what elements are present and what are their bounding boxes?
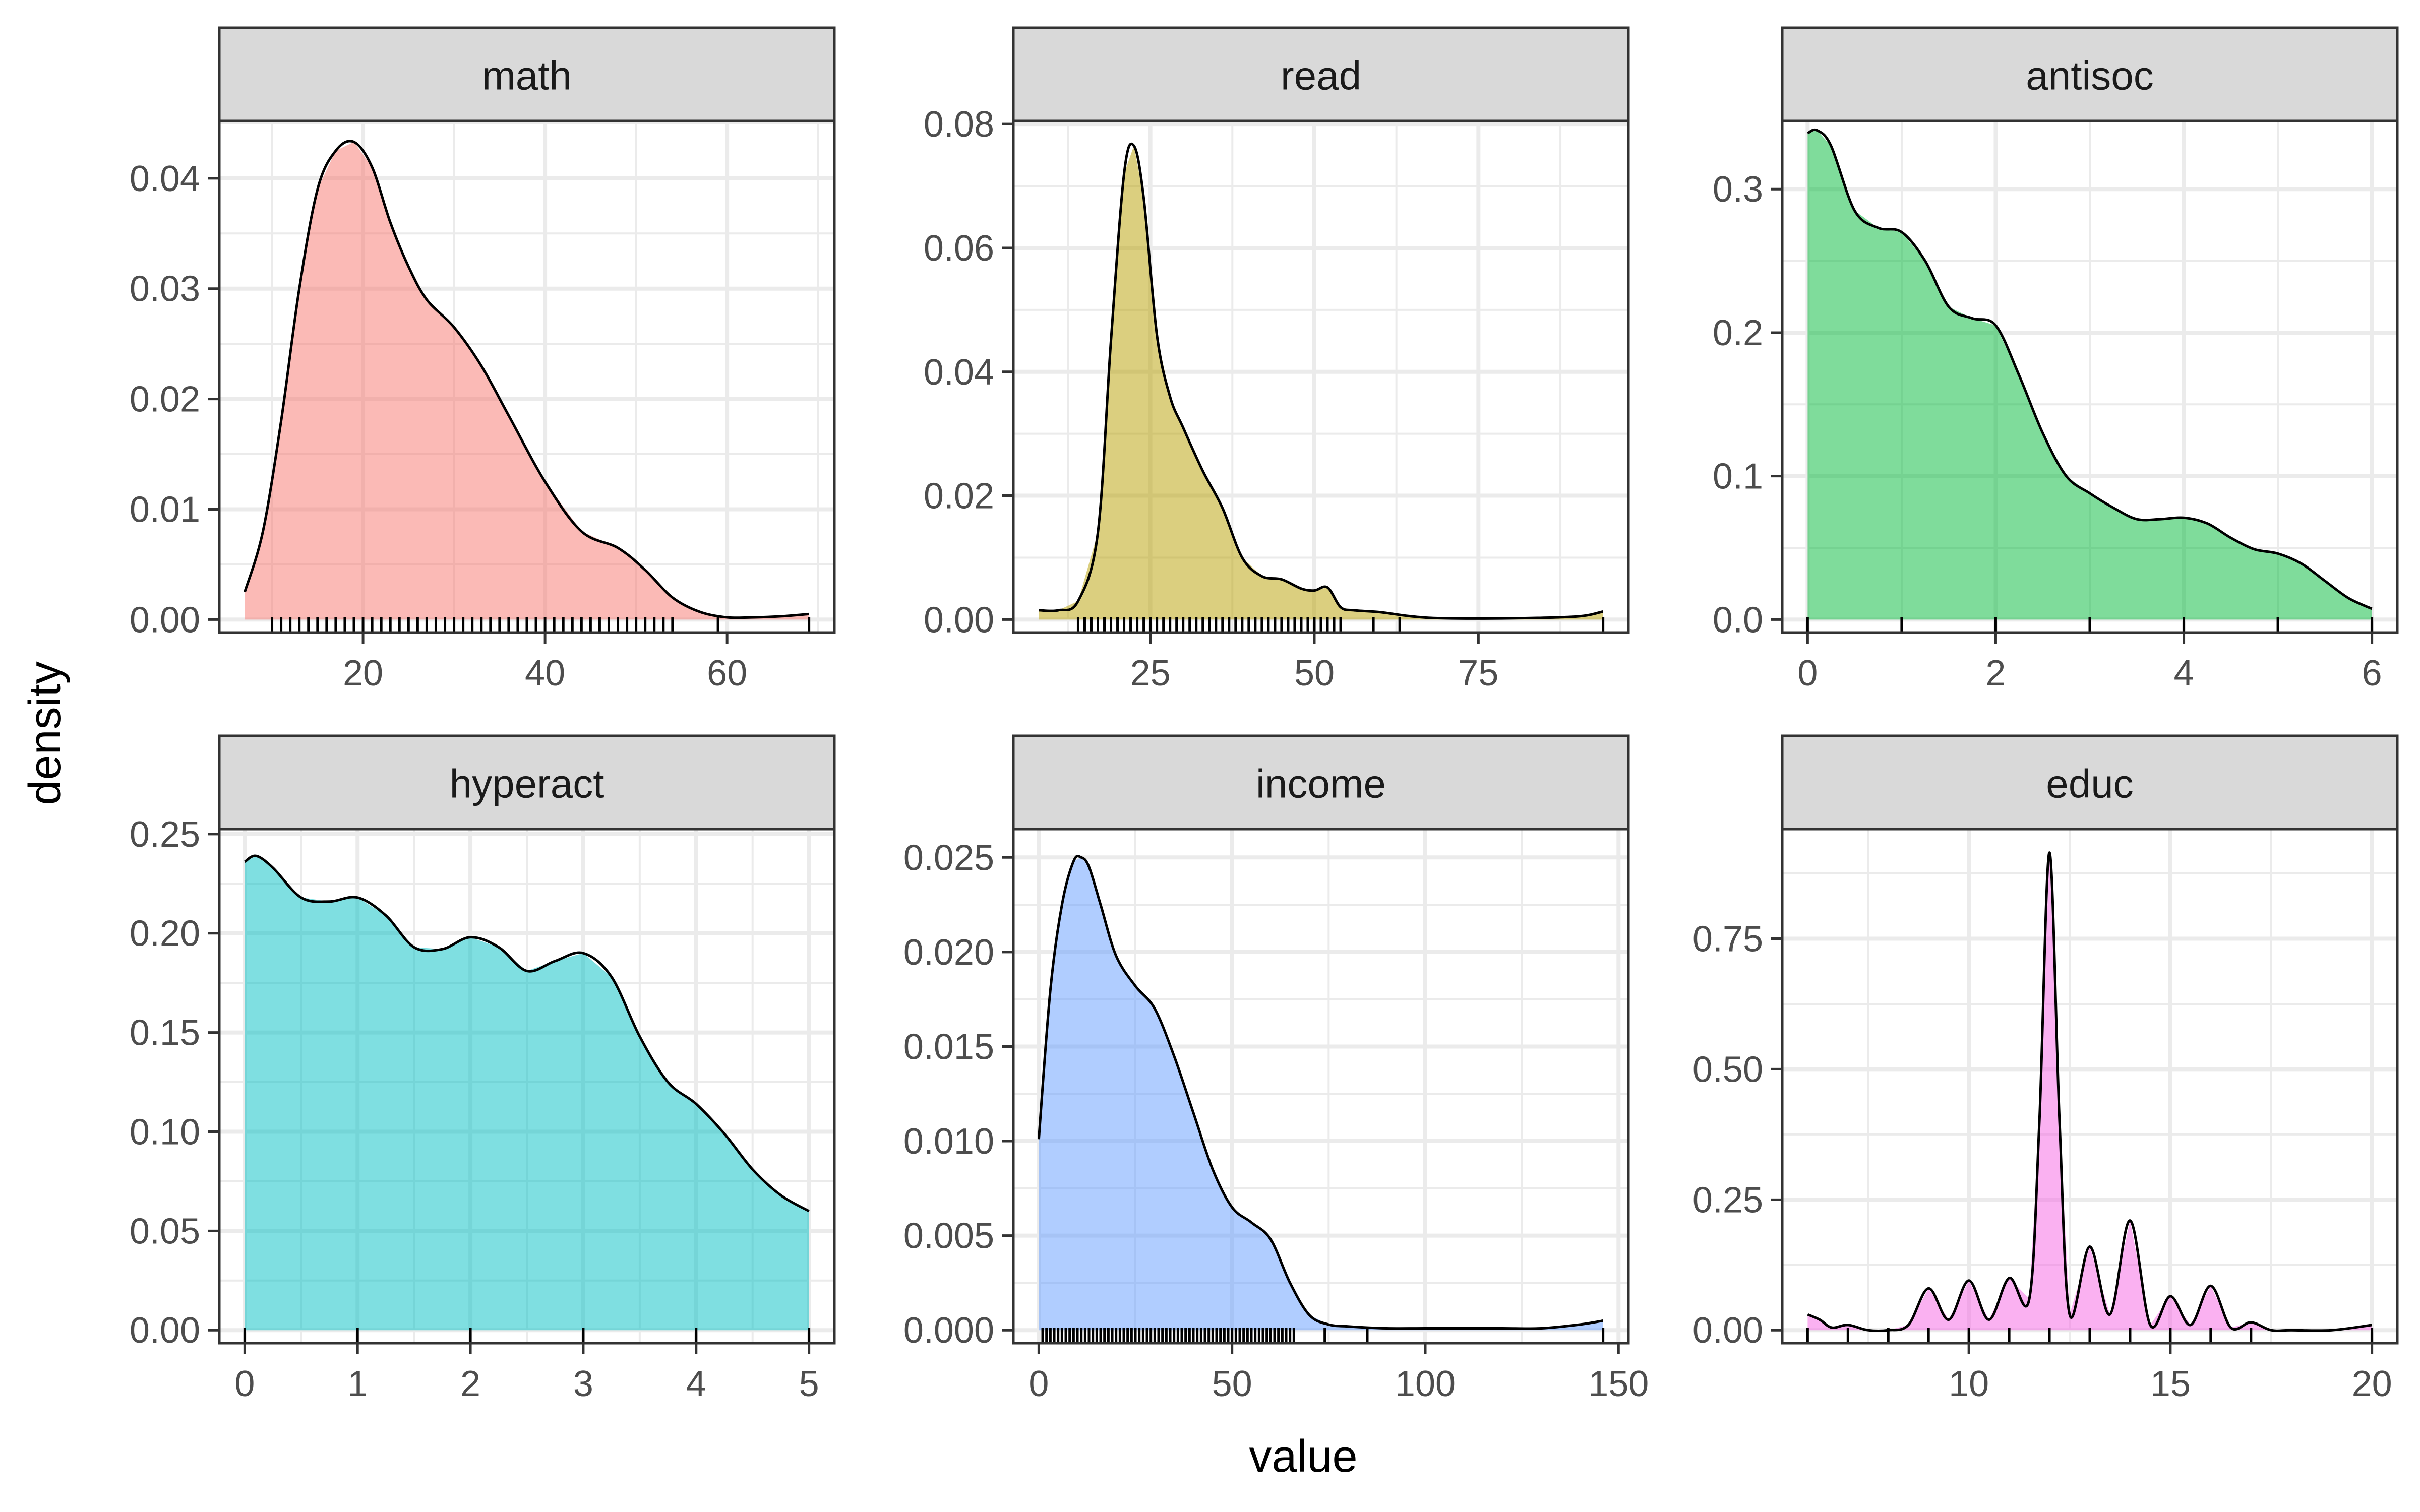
x-tick-label: 50 (1294, 653, 1335, 694)
density-line (1807, 128, 2373, 610)
x-tick-label: 20 (343, 653, 383, 694)
x-tick-label: 2 (1985, 653, 2006, 694)
y-tick-label: 0.02 (924, 476, 994, 517)
facet-strip (1781, 734, 2399, 831)
density-area (245, 856, 809, 1331)
y-tick-label: 0.00 (130, 600, 200, 640)
rug (1076, 617, 1605, 633)
panel-income: income 0 50 100 150 0.000 0.005 0.010 0.015 0.020… (903, 734, 1649, 1404)
y-tick-label: 0.0 (1713, 600, 1763, 640)
density-line (1039, 142, 1604, 620)
panel-educ: educ 10 15 20 0.00 0.25 0.50 0.75 (1692, 734, 2399, 1404)
density-line (1037, 854, 1603, 1330)
y-tick-label: 0.08 (924, 104, 994, 145)
x-tick-label: 6 (2362, 653, 2382, 694)
x-tick-label: 0 (234, 1364, 255, 1404)
x-tick-label: 60 (707, 653, 747, 694)
facet-strip-label: income (1256, 762, 1386, 806)
density-area (1039, 146, 1603, 620)
x-tick-label: 1 (347, 1364, 368, 1404)
y-tick-label: 0.005 (903, 1216, 994, 1256)
x-tick-label: 20 (2352, 1364, 2392, 1404)
rug (243, 1328, 811, 1343)
y-tick-label: 0.025 (903, 838, 994, 878)
panel-read: read 25 50 75 0.00 0.02 0.04 0.06 0.08 (924, 26, 1630, 694)
x-tick-label: 25 (1130, 653, 1171, 694)
panel-hyperact: hyperact 0 1 2 3 4 5 0.00 0.05 0.10 0.15 0.20 0.25 (130, 734, 836, 1404)
density-area (1039, 857, 1603, 1331)
x-tick-label: 10 (1949, 1364, 1989, 1404)
facet-strip-label: antisoc (2026, 53, 2153, 98)
x-tick-label: 100 (1395, 1364, 1456, 1404)
y-tick-label: 0.00 (130, 1310, 200, 1351)
facet-strip-label: educ (2046, 762, 2133, 806)
density-line (244, 854, 810, 1213)
y-tick-label: 0.10 (130, 1112, 200, 1152)
y-axis-title: density (20, 661, 71, 805)
y-tick-label: 0.03 (130, 269, 200, 309)
facet-strip (1781, 26, 2399, 122)
y-tick-label: 0.020 (903, 932, 994, 973)
x-tick-label: 4 (686, 1364, 706, 1404)
x-tick-label: 50 (1212, 1364, 1252, 1404)
panel-math: math 20 40 60 0.00 0.01 0.02 0.03 0.04 (130, 26, 836, 694)
y-tick-label: 0.00 (1692, 1310, 1763, 1351)
y-tick-label: 0.75 (1692, 919, 1763, 959)
y-tick-label: 0.1 (1713, 457, 1763, 497)
y-tick-label: 0.50 (1692, 1049, 1763, 1090)
y-tick-label: 0.04 (924, 352, 994, 393)
density-line (244, 140, 809, 619)
x-tick-label: 5 (799, 1364, 819, 1404)
panel-antisoc: antisoc 0 2 4 6 0.0 0.1 0.2 0.3 (1713, 26, 2399, 694)
x-tick-label: 3 (573, 1364, 593, 1404)
density-line (1807, 851, 2372, 1333)
y-tick-label: 0.010 (903, 1121, 994, 1162)
facet-strip (218, 734, 836, 831)
y-tick-label: 0.20 (130, 914, 200, 954)
y-tick-label: 0.01 (130, 489, 200, 530)
y-tick-label: 0.00 (924, 600, 994, 640)
y-tick-label: 0.015 (903, 1027, 994, 1067)
facet-strip-label: hyperact (450, 762, 604, 806)
facet-strip-label: read (1281, 53, 1361, 98)
y-tick-label: 0.15 (130, 1013, 200, 1053)
y-tick-label: 0.25 (1692, 1180, 1763, 1220)
rug (1806, 1328, 2374, 1343)
facet-strip (1012, 734, 1630, 831)
x-tick-label: 150 (1588, 1364, 1649, 1404)
y-tick-label: 0.02 (130, 380, 200, 420)
x-axis-title: value (1249, 1431, 1357, 1482)
facet-strip (218, 26, 836, 122)
rug (1041, 1328, 1605, 1343)
y-tick-label: 0.04 (130, 159, 200, 199)
y-tick-label: 0.25 (130, 814, 200, 855)
y-tick-label: 0.000 (903, 1310, 994, 1351)
x-tick-label: 75 (1458, 653, 1498, 694)
facet-strip-label: math (482, 53, 572, 98)
y-tick-label: 0.05 (130, 1211, 200, 1251)
rug (271, 617, 811, 633)
x-tick-label: 4 (2174, 653, 2194, 694)
x-tick-label: 40 (525, 653, 565, 694)
x-tick-label: 0 (1797, 653, 1818, 694)
density-area (245, 142, 809, 620)
density-area (1807, 130, 2372, 620)
y-tick-label: 0.2 (1713, 313, 1763, 353)
x-tick-label: 15 (2150, 1364, 2191, 1404)
rug (1806, 617, 2374, 633)
y-tick-label: 0.3 (1713, 169, 1763, 210)
facet-strip (1012, 26, 1630, 122)
x-tick-label: 2 (460, 1364, 480, 1404)
x-tick-label: 0 (1028, 1364, 1049, 1404)
y-tick-label: 0.06 (924, 228, 994, 269)
